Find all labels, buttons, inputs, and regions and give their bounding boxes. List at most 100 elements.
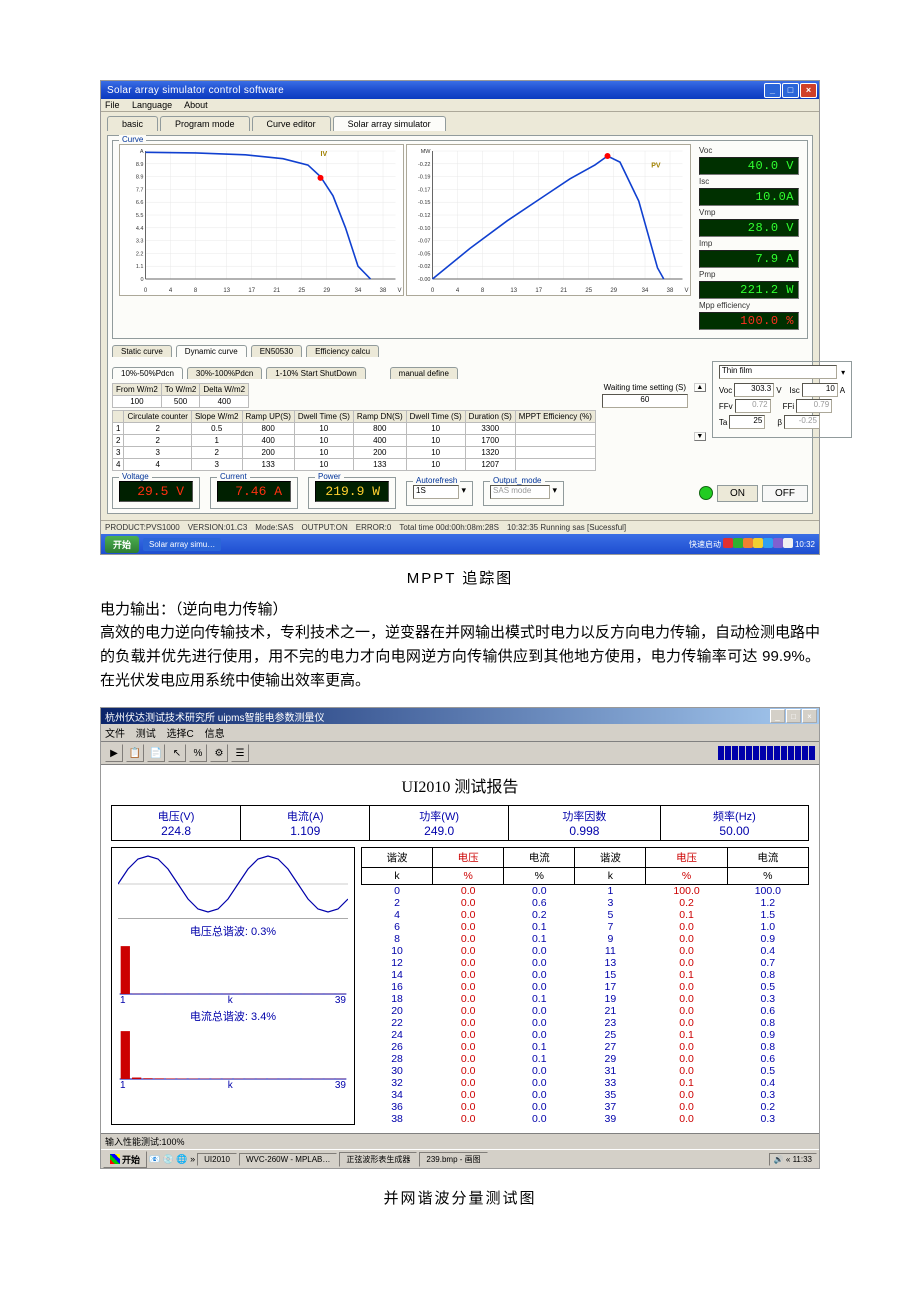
tab-start-shutdown[interactable]: 1-10% Start ShutDown — [266, 367, 365, 379]
mppt-screenshot: Solar array simulator control software _… — [100, 80, 820, 555]
ta-input[interactable]: 25 — [729, 415, 765, 429]
taskbar-item[interactable]: 239.bmp - 画图 — [419, 1152, 487, 1167]
close-button[interactable]: × — [800, 83, 817, 98]
autorefresh-select[interactable]: 1S — [413, 485, 459, 499]
maximize-button[interactable]: □ — [786, 709, 801, 723]
readout-imp: 7.9 A — [699, 250, 799, 268]
ffi-input[interactable]: 0.79 — [796, 399, 832, 413]
tab-basic[interactable]: basic — [107, 116, 158, 131]
curve-fieldset: Curve 04813172125293438A8.98.97.76.65.54… — [112, 140, 808, 339]
tab-en50530[interactable]: EN50530 — [251, 345, 302, 357]
taskbar-item[interactable]: Solar array simu… — [143, 538, 221, 551]
taskbar-item[interactable]: 正弦波形表生成器 — [339, 1152, 417, 1167]
maximize-button[interactable]: □ — [782, 83, 799, 98]
menu-test[interactable]: 测试 — [136, 729, 156, 740]
svg-text:V: V — [685, 288, 689, 294]
svg-text:17: 17 — [535, 288, 542, 294]
tool-icon[interactable]: ⚙ — [210, 744, 228, 762]
svg-text:2.2: 2.2 — [136, 251, 144, 257]
tab-dynamic-curve[interactable]: Dynamic curve — [176, 345, 247, 357]
tool-icon[interactable]: ☰ — [231, 744, 249, 762]
svg-text:21: 21 — [560, 288, 567, 294]
panel-type-select[interactable]: Thin film — [719, 365, 837, 379]
harmonic-data-table: 谐波电压电流谐波电压电流k%%k%%00.00.01100.0100.020.0… — [361, 847, 809, 1125]
xp-taskbar: 开始 Solar array simu… 快速启动 10:32 — [101, 534, 819, 554]
waveform-chart — [118, 854, 348, 914]
tool-icon[interactable]: ▶ — [105, 744, 123, 762]
measurement-header-table: 电压(V)224.8电流(A)1.109功率(W)249.0功率因数0.998频… — [111, 805, 809, 841]
win2k-title: 杭州伏达测试技术研究所 uipms智能电参数测量仪 — [105, 709, 324, 724]
tab-manual-define[interactable]: manual define — [390, 367, 458, 379]
tool-icon[interactable]: ↖ — [168, 744, 186, 762]
tab-program-mode[interactable]: Program mode — [160, 116, 250, 131]
svg-text:13: 13 — [510, 288, 517, 294]
tab-curve-editor[interactable]: Curve editor — [252, 116, 331, 131]
window-titlebar: Solar array simulator control software _… — [101, 81, 819, 99]
main-panel: Curve 04813172125293438A8.98.97.76.65.54… — [107, 135, 813, 514]
svg-text:8: 8 — [481, 288, 485, 294]
svg-text:21: 21 — [273, 288, 280, 294]
svg-text:38: 38 — [380, 288, 387, 294]
current-fieldset: Current 7.46 A — [210, 477, 298, 509]
harmonic-data-column: 谐波电压电流谐波电压电流k%%k%%00.00.01100.0100.020.0… — [361, 847, 809, 1125]
svg-text:4.4: 4.4 — [136, 226, 144, 232]
scroll-down-icon[interactable]: ▼ — [694, 432, 706, 441]
minimize-button[interactable]: _ — [764, 83, 781, 98]
svg-text:-0.22: -0.22 — [418, 162, 431, 168]
svg-text:25: 25 — [585, 288, 592, 294]
menu-about[interactable]: About — [184, 100, 208, 110]
menu-language[interactable]: Language — [132, 100, 172, 110]
win2k-titlebar: 杭州伏达测试技术研究所 uipms智能电参数测量仪 _ □ × — [101, 708, 819, 724]
readout-isc: 10.0A — [699, 188, 799, 206]
waiting-time-label: Waiting time setting (S) — [602, 383, 688, 392]
svg-text:38: 38 — [667, 288, 674, 294]
ffv-input[interactable]: 0.72 — [735, 399, 771, 413]
voc-label: Voc — [719, 386, 732, 395]
tool-icon[interactable]: 📄 — [147, 744, 165, 762]
minimize-button[interactable]: _ — [770, 709, 785, 723]
tab-10-50-pdcn[interactable]: 10%-50%Pdcn — [112, 367, 183, 379]
svg-text:PV: PV — [651, 163, 661, 170]
off-button[interactable]: OFF — [762, 485, 808, 502]
svg-text:IV: IV — [321, 151, 328, 158]
win2k-menubar: 文件 测试 选择C 信息 — [101, 724, 819, 742]
caption-harmonic: 并网谐波分量测试图 — [100, 1187, 820, 1208]
waiting-time-input[interactable]: 60 — [602, 394, 688, 408]
isc-label: Isc — [790, 386, 800, 395]
scroll-up-icon[interactable]: ▲ — [694, 383, 706, 392]
start-button[interactable]: 开始 — [103, 1151, 147, 1168]
svg-text:4: 4 — [169, 288, 173, 294]
irradiance-table: From W/m2To W/m2Delta W/m2100500400 — [112, 383, 249, 408]
menu-info[interactable]: 信息 — [205, 729, 225, 740]
output-mode-select[interactable]: SAS mode — [490, 485, 550, 499]
tab-efficiency-calc[interactable]: Efficiency calcu — [306, 345, 379, 357]
voc-input[interactable]: 303.3 — [734, 383, 774, 397]
vu-meter-icon — [718, 746, 815, 760]
main-tabs: basic Program mode Curve editor Solar ar… — [107, 116, 813, 131]
ffv-label: FFv — [719, 402, 733, 411]
isc-input[interactable]: 10 — [802, 383, 838, 397]
menu-file[interactable]: File — [105, 100, 120, 110]
menu-file[interactable]: 文件 — [105, 729, 125, 740]
close-button[interactable]: × — [802, 709, 817, 723]
taskbar-item[interactable]: UI2010 — [197, 1153, 237, 1166]
tab-30-100-pdcn[interactable]: 30%-100%Pdcn — [187, 367, 262, 379]
svg-text:-0.17: -0.17 — [418, 187, 431, 193]
menu-select[interactable]: 选择C — [167, 729, 194, 740]
tab-solar-simulator[interactable]: Solar array simulator — [333, 116, 446, 131]
voltage-harmonic-chart — [118, 943, 348, 995]
tool-icon[interactable]: 📋 — [126, 744, 144, 762]
beta-input[interactable]: -0.25 — [784, 415, 820, 429]
svg-text:29: 29 — [610, 288, 617, 294]
start-button[interactable]: 开始 — [105, 536, 139, 553]
on-button[interactable]: ON — [717, 485, 758, 502]
taskbar-item[interactable]: WVC-260W - MPLAB… — [239, 1153, 337, 1166]
status-bar: PRODUCT:PVS1000VERSION:01.C3Mode:SASOUTP… — [101, 520, 819, 534]
svg-text:1.1: 1.1 — [136, 264, 144, 270]
svg-text:-0.19: -0.19 — [418, 175, 431, 181]
pdcn-tabs: 10%-50%Pdcn 30%-100%Pdcn 1-10% Start Shu… — [112, 367, 706, 379]
tool-icon[interactable]: % — [189, 744, 207, 762]
section-title: 电力输出：（逆向电力传输） — [100, 598, 820, 619]
svg-text:0: 0 — [431, 288, 435, 294]
tab-static-curve[interactable]: Static curve — [112, 345, 172, 357]
